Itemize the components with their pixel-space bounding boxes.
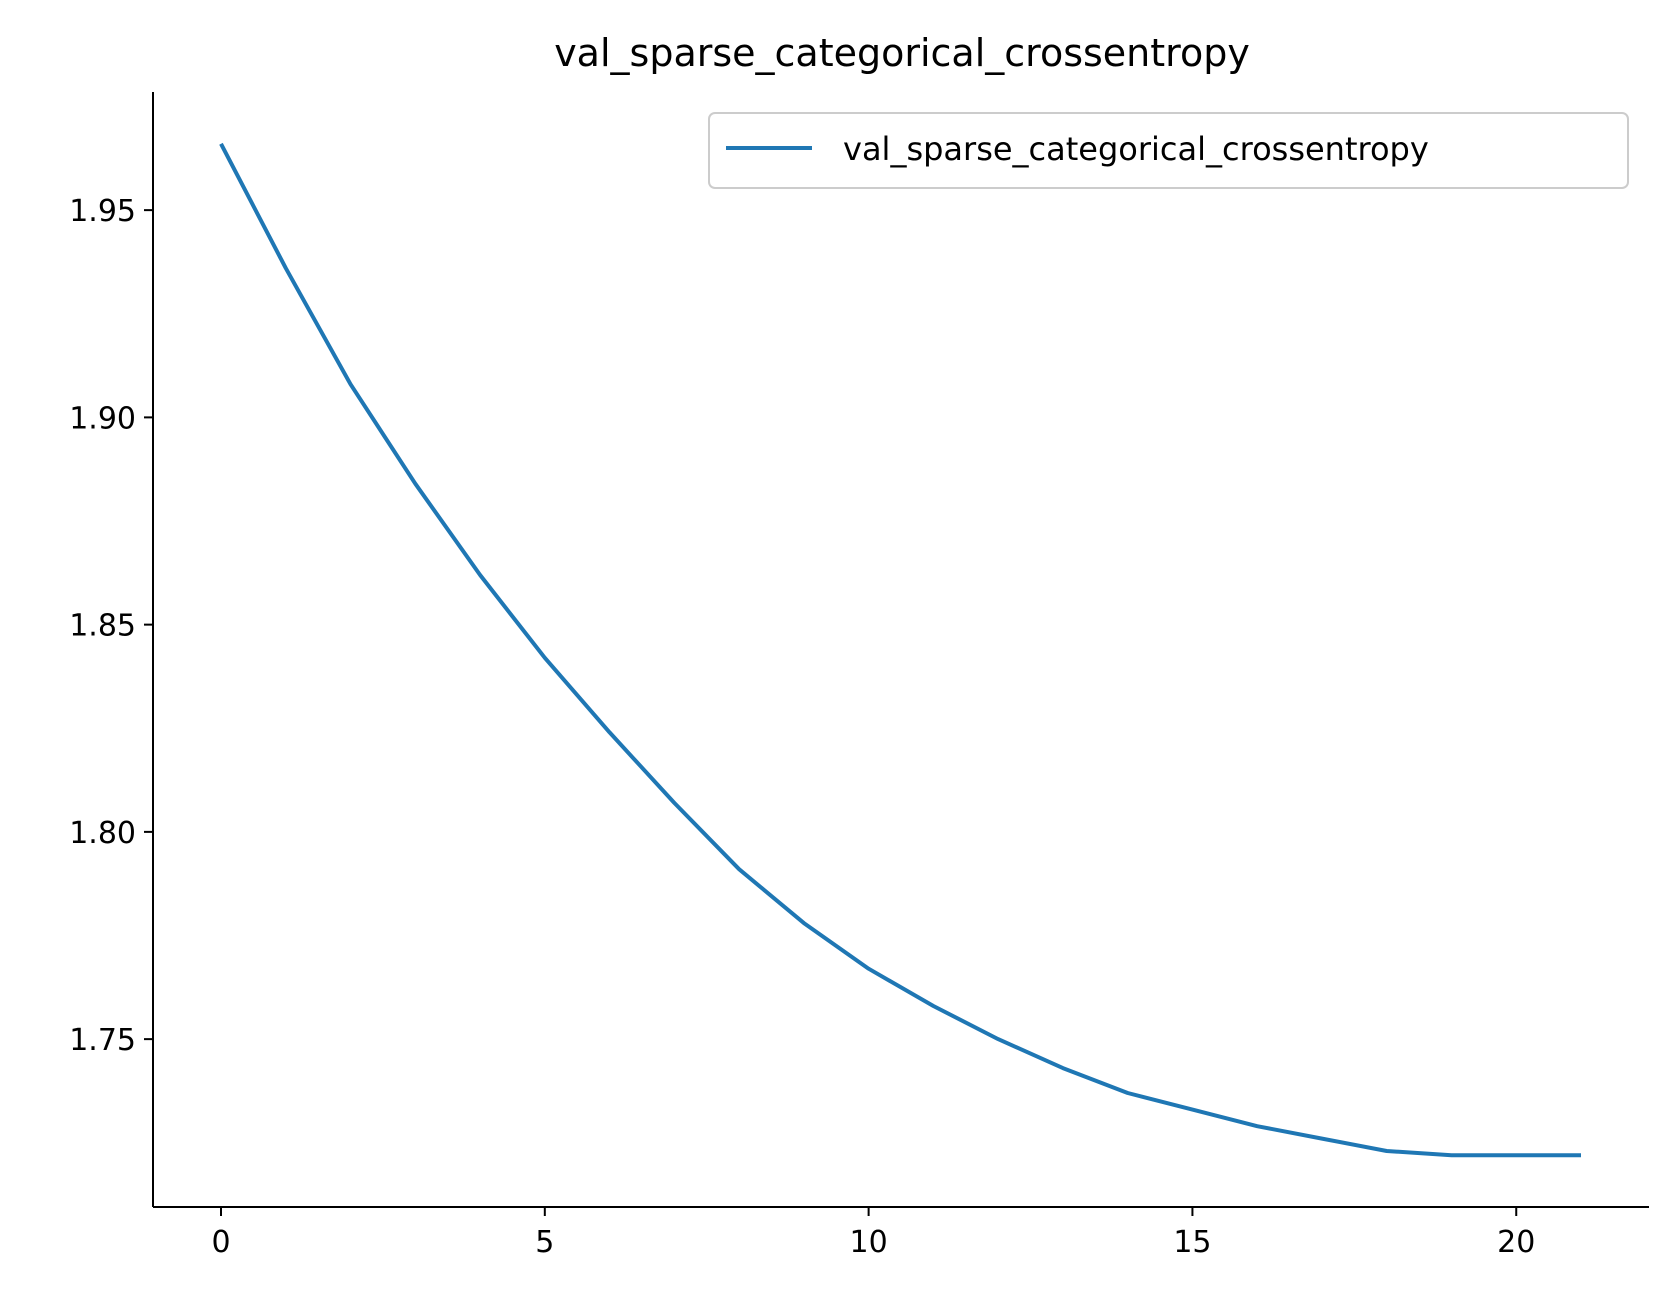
x-tick-label: 0 <box>211 1225 230 1260</box>
y-tick-label: 1.80 <box>69 816 136 851</box>
legend-box <box>708 112 1629 189</box>
x-tick-label: 10 <box>850 1225 888 1260</box>
series-layer <box>219 142 1581 1158</box>
legend-label: val_sparse_categorical_crossentropy <box>843 130 1429 168</box>
x-tick-label: 5 <box>535 1225 554 1260</box>
y-tick-label: 1.90 <box>69 401 136 436</box>
y-tick-label: 1.95 <box>69 194 136 229</box>
x-tick-label: 15 <box>1173 1225 1211 1260</box>
series-line <box>219 142 1581 1158</box>
axis-ticks: 0 5 10 15 20 1.75 1.80 1.85 1.90 1.95 <box>69 194 1535 1260</box>
legend: val_sparse_categorical_crossentropy <box>708 112 1629 189</box>
chart-title: val_sparse_categorical_crossentropy <box>554 31 1250 75</box>
y-tick-label: 1.75 <box>69 1023 136 1058</box>
x-tick-label: 20 <box>1497 1225 1535 1260</box>
y-tick-label: 1.85 <box>69 609 136 644</box>
